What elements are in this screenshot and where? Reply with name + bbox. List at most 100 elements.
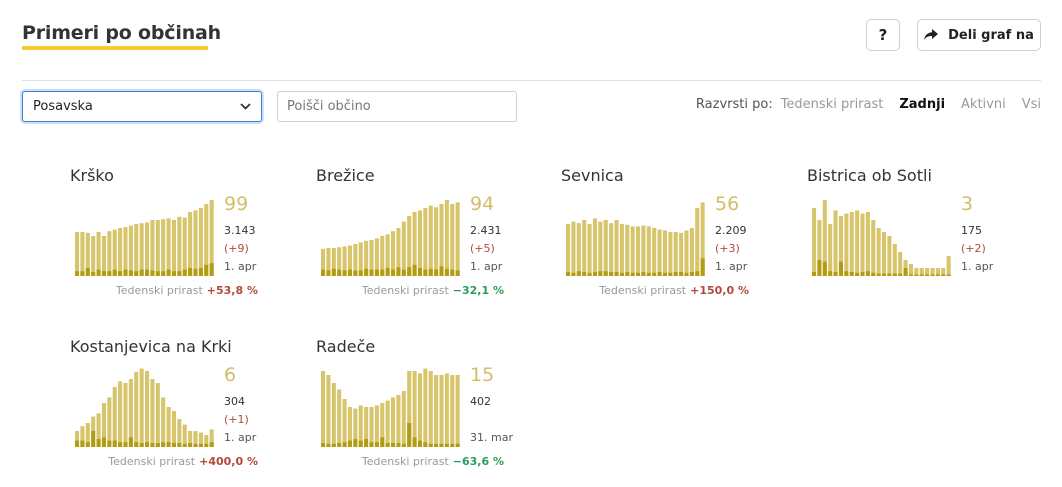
trend-bar-new	[347, 269, 352, 276]
trend-bar	[892, 244, 897, 276]
trend-bar-new	[587, 272, 592, 276]
trend-bar-new	[209, 263, 214, 276]
trend-bar	[128, 379, 133, 447]
trend-bar-new	[75, 440, 80, 447]
trend-bar-new	[838, 261, 843, 276]
trend-bar-chart	[812, 200, 951, 276]
last-update-date: 1. apr	[715, 260, 748, 273]
trend-bar	[838, 216, 843, 276]
weekly-growth-label: Tedenski prirast	[361, 455, 449, 468]
trend-bar-new	[112, 269, 117, 276]
trend-bar	[85, 423, 90, 447]
trend-bar-new	[391, 443, 396, 447]
trend-bar-new	[592, 272, 597, 276]
sort-controls: Razvrsti po: Tedenski prirast Zadnji Akt…	[696, 97, 1041, 116]
trend-bar-new	[166, 442, 171, 447]
trend-bar	[930, 268, 935, 276]
share-button[interactable]: Deli graf na	[917, 19, 1041, 51]
trend-bar	[374, 405, 379, 447]
municipality-name: Sevnica	[561, 166, 624, 185]
trend-bar-new	[434, 269, 439, 276]
sort-option-all[interactable]: Vsi	[1021, 97, 1041, 112]
trend-bar	[96, 232, 101, 276]
trend-bar	[209, 200, 214, 276]
trend-bar	[849, 212, 854, 276]
trend-bar-new	[401, 269, 406, 276]
trend-bar-new	[128, 437, 133, 447]
trend-bar-new	[134, 271, 139, 276]
trend-bar	[439, 375, 444, 447]
trend-bar	[139, 223, 144, 276]
municipality-card[interactable]: Krško 99 3.143 (+9) 1. apr Tedenski prirast +5…	[70, 166, 270, 316]
trend-bar	[646, 226, 651, 276]
trend-bar	[582, 220, 587, 276]
municipality-card[interactable]: Bistrica ob Sotli 3 175 (+2) 1. apr	[807, 166, 1007, 316]
weekly-growth-label: Tedenski prirast	[599, 284, 687, 297]
trend-bar	[380, 403, 385, 447]
trend-bar	[898, 252, 903, 276]
trend-bar	[941, 268, 946, 276]
daily-increase: (+1)	[224, 413, 249, 426]
weekly-growth: Tedenski prirast +150,0 %	[599, 284, 749, 297]
trend-bar	[321, 248, 326, 276]
trend-bar-new	[331, 268, 336, 276]
trend-bar	[337, 389, 342, 447]
trend-bar-new	[582, 272, 587, 276]
trend-bar-new	[177, 443, 182, 447]
trend-bar-new	[145, 269, 150, 276]
last-update-date: 1. apr	[224, 260, 257, 273]
region-select[interactable]: Posavska	[22, 91, 262, 122]
trend-bar	[150, 379, 155, 447]
trend-bar	[636, 226, 641, 276]
trend-bar	[908, 264, 913, 276]
trend-bar-new	[198, 443, 203, 447]
trend-bar-new	[91, 431, 96, 447]
municipality-card[interactable]: Kostanjevica na Krki 6 304 (+1) 1. apr Tedens…	[70, 337, 270, 487]
weekly-growth: Tedenski prirast −63,6 %	[362, 455, 504, 468]
trend-bar	[145, 222, 150, 276]
municipality-name: Radeče	[316, 337, 376, 356]
trend-bar	[177, 216, 182, 276]
municipality-card[interactable]: Brežice 94 2.431 (+5) 1. apr Tedenski prirast…	[316, 166, 516, 316]
trend-bar	[321, 371, 326, 447]
trend-bar-new	[391, 269, 396, 276]
trend-bar	[364, 240, 369, 276]
help-button[interactable]: ?	[866, 19, 900, 51]
weekly-growth-label: Tedenski prirast	[115, 284, 203, 297]
trend-bar-new	[139, 443, 144, 447]
trend-bar-new	[828, 271, 833, 276]
trend-bar-new	[662, 272, 667, 276]
trend-bar-new	[128, 270, 133, 276]
trend-bar	[401, 391, 406, 447]
trend-bar	[609, 223, 614, 276]
trend-bar	[652, 228, 657, 276]
trend-bar	[123, 227, 128, 276]
trend-bar	[80, 426, 85, 447]
trend-bar-new	[609, 272, 614, 276]
trend-bar-new	[204, 443, 209, 447]
trend-bar-new	[898, 273, 903, 276]
trend-bar-new	[892, 273, 897, 276]
trend-bar-new	[342, 442, 347, 447]
search-input[interactable]: Poišči občino	[277, 91, 517, 122]
trend-bar	[412, 212, 417, 276]
trend-bar-new	[439, 443, 444, 447]
sort-option-active[interactable]: Aktivni	[961, 97, 1006, 112]
trend-bar	[822, 200, 827, 276]
trend-bar-new	[576, 271, 581, 276]
trend-bar	[598, 221, 603, 276]
municipality-card[interactable]: Sevnica 56 2.209 (+3) 1. apr Tedenski prirast…	[561, 166, 761, 316]
municipality-card[interactable]: Radeče 15 402 31. mar Tedenski prirast −63,6 …	[316, 337, 516, 487]
trend-bar	[641, 225, 646, 276]
active-cases: 56	[715, 193, 740, 215]
trend-bar	[423, 368, 428, 447]
trend-bar-new	[342, 270, 347, 276]
trend-bar	[925, 268, 930, 276]
trend-bar	[118, 228, 123, 276]
trend-bar-new	[876, 273, 881, 276]
trend-bar-new	[171, 271, 176, 276]
sort-option-weekly-growth[interactable]: Tedenski prirast	[780, 97, 884, 112]
sort-option-latest[interactable]: Zadnji	[898, 97, 946, 116]
trend-bar	[935, 268, 940, 276]
last-update-date: 1. apr	[224, 431, 257, 444]
